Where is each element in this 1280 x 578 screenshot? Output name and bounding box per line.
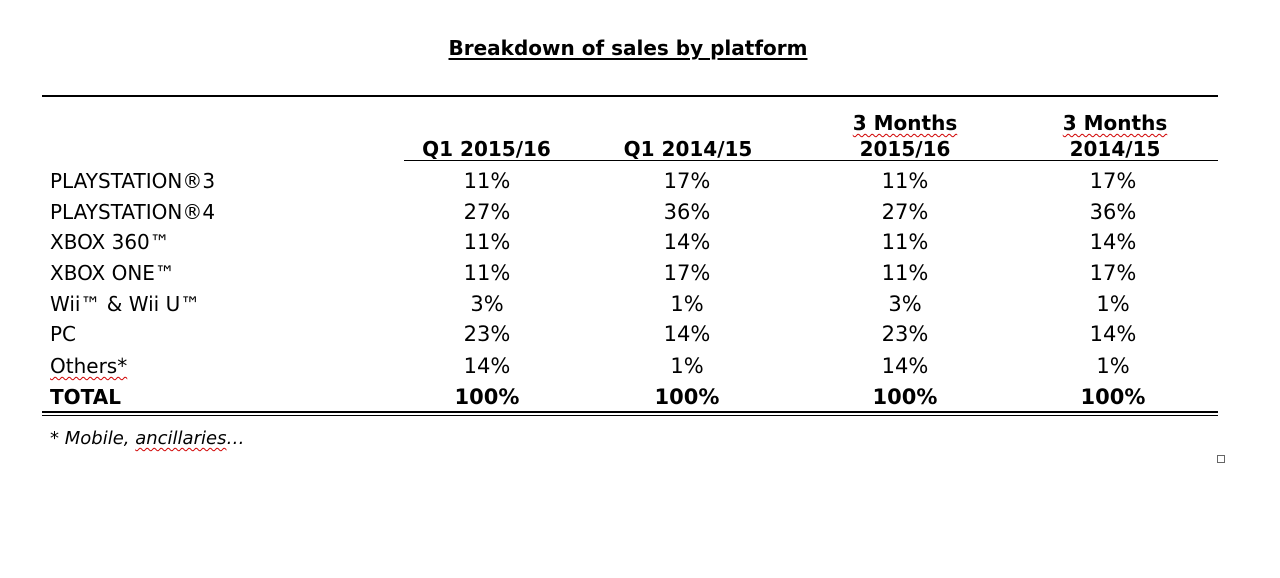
table-cell: 17% <box>663 261 711 285</box>
table-cell: 36% <box>663 200 711 224</box>
column-header-3-months-2014-15: 3 Months 2014/15 <box>1040 110 1190 162</box>
row-label: XBOX ONE™ <box>50 261 175 285</box>
row-label: Others* <box>50 354 128 378</box>
table-cell: 14% <box>881 354 929 378</box>
footnote-prefix: * Mobile, <box>50 428 136 449</box>
column-header-3-months-2015-16: 3 Months 2015/16 <box>830 110 980 162</box>
column-header-q1-2015-16: Q1 2015/16 <box>404 110 569 162</box>
table-cell: 100% <box>454 385 520 409</box>
column-header-line2: 2015/16 <box>859 137 951 161</box>
table-cell: 1% <box>670 354 704 378</box>
table-cell: 100% <box>1080 385 1146 409</box>
table-cell: 17% <box>1089 169 1137 193</box>
table-cell: 14% <box>663 230 711 254</box>
table-row: PLAYSTATION®3 11% 17% 11% 17% <box>0 166 1280 196</box>
table-cell: 100% <box>654 385 720 409</box>
table-top-rule <box>42 95 1218 97</box>
row-label: PC <box>50 322 77 346</box>
table-cell: 3% <box>888 292 922 316</box>
table-cell: 1% <box>1096 354 1130 378</box>
table-cell: 14% <box>1089 322 1137 346</box>
table-cell: 14% <box>1089 230 1137 254</box>
table-bottom-rule-secondary <box>42 415 1218 416</box>
table-row: Wii™ & Wii U™ 3% 1% 3% 1% <box>0 289 1280 319</box>
table-cell: 36% <box>1089 200 1137 224</box>
header-underline <box>404 160 1218 161</box>
table-row-total: TOTAL 100% 100% 100% 100% <box>0 382 1280 412</box>
table-cell: 11% <box>463 169 511 193</box>
table-cell: 100% <box>872 385 938 409</box>
column-header-line2: Q1 2014/15 <box>623 137 753 161</box>
column-header-line2: 2014/15 <box>1069 137 1161 161</box>
table-cell: 27% <box>881 200 929 224</box>
table-row: Others* 14% 1% 14% 1% <box>0 351 1280 381</box>
table-row: XBOX 360™ 11% 14% 11% 14% <box>0 227 1280 257</box>
paragraph-mark-box <box>1217 455 1225 463</box>
table-bottom-rule <box>42 411 1218 413</box>
column-header-line1: 3 Months <box>1062 111 1168 135</box>
table-cell: 1% <box>670 292 704 316</box>
row-label: PLAYSTATION®3 <box>50 169 216 193</box>
page-title: Breakdown of sales by platform <box>448 36 808 60</box>
footnote-word: ancillaries <box>135 428 227 449</box>
column-header-line2: Q1 2015/16 <box>422 137 551 161</box>
table-cell: 11% <box>881 261 929 285</box>
table-cell: 11% <box>881 169 929 193</box>
row-label: XBOX 360™ <box>50 230 170 254</box>
table-row: XBOX ONE™ 11% 17% 11% 17% <box>0 258 1280 288</box>
row-label: Wii™ & Wii U™ <box>50 292 201 316</box>
column-header-line1 <box>404 110 569 136</box>
table-cell: 17% <box>663 169 711 193</box>
table-cell: 14% <box>663 322 711 346</box>
table-cell: 11% <box>463 261 511 285</box>
column-header-q1-2014-15: Q1 2014/15 <box>604 110 772 162</box>
column-header-line1: 3 Months <box>852 111 958 135</box>
table-cell: 11% <box>881 230 929 254</box>
footnote: * Mobile, ancillaries… <box>50 428 244 449</box>
table-cell: 1% <box>1096 292 1130 316</box>
table-cell: 27% <box>463 200 511 224</box>
table-cell: 23% <box>881 322 929 346</box>
footnote-suffix: … <box>226 428 245 449</box>
row-label: PLAYSTATION®4 <box>50 200 216 224</box>
table-cell: 11% <box>463 230 511 254</box>
table-row: PLAYSTATION®4 27% 36% 27% 36% <box>0 197 1280 227</box>
table-cell: 3% <box>470 292 504 316</box>
table-row: PC 23% 14% 23% 14% <box>0 319 1280 349</box>
table-cell: 14% <box>463 354 511 378</box>
column-header-line1 <box>604 110 772 136</box>
table-cell: 17% <box>1089 261 1137 285</box>
row-label: TOTAL <box>50 385 121 409</box>
table-cell: 23% <box>463 322 511 346</box>
